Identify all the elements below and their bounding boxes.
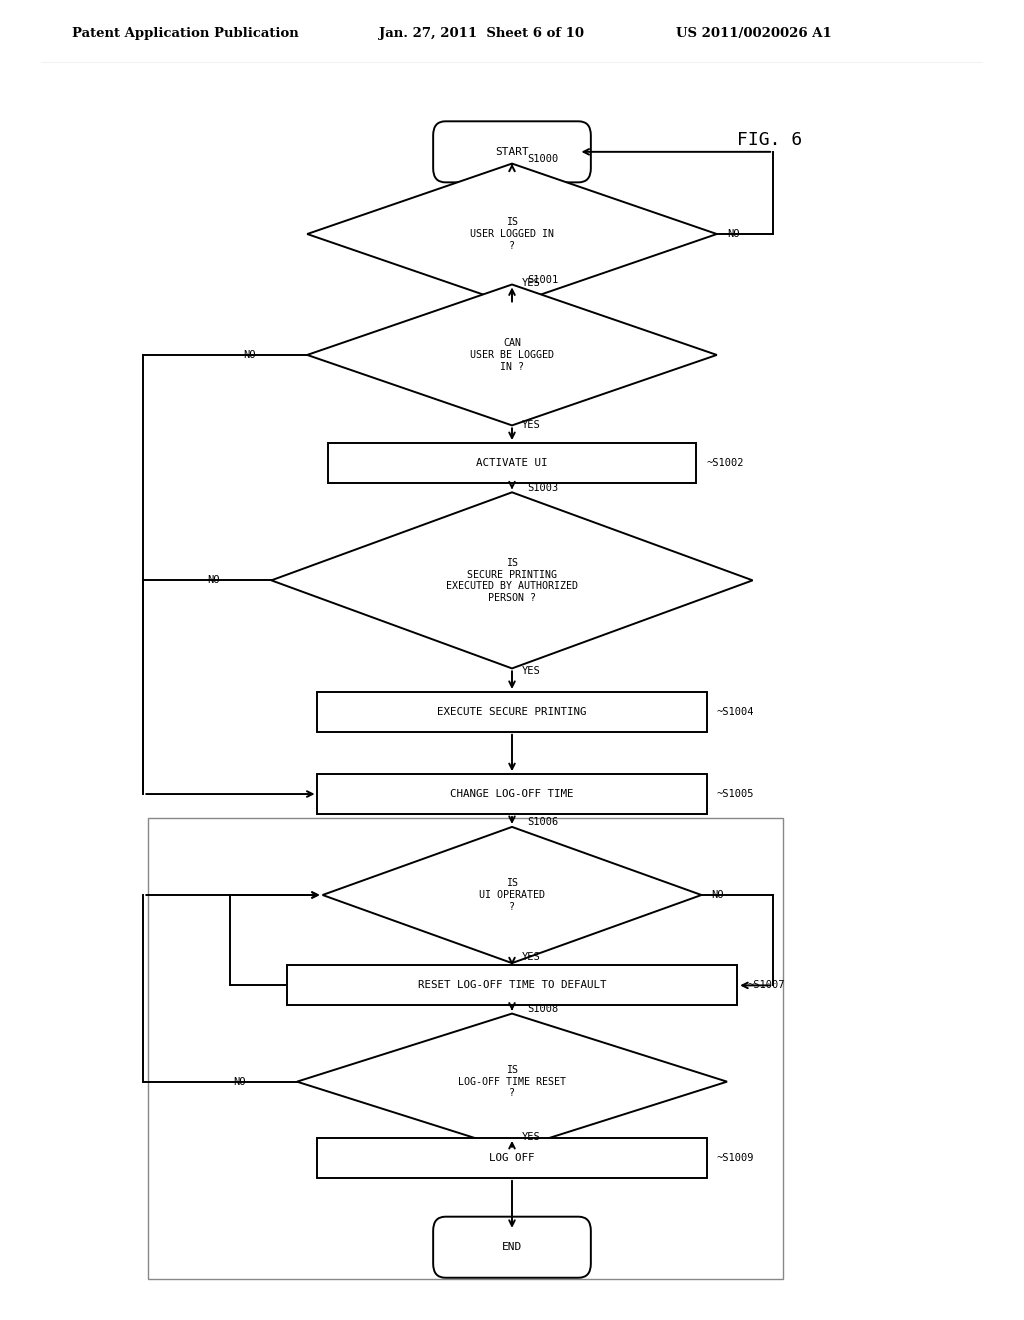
Text: Patent Application Publication: Patent Application Publication [72,26,298,40]
Text: NO: NO [233,1077,246,1086]
Text: START: START [496,147,528,157]
Text: S1003: S1003 [527,483,559,492]
Bar [148,817,783,1279]
Polygon shape [297,1014,727,1150]
Polygon shape [271,492,753,668]
Text: CHANGE LOG-OFF TIME: CHANGE LOG-OFF TIME [451,789,573,799]
Text: S1000: S1000 [527,154,559,164]
Text: YES: YES [522,277,541,288]
Polygon shape [307,285,717,425]
Text: Jan. 27, 2011  Sheet 6 of 10: Jan. 27, 2011 Sheet 6 of 10 [379,26,584,40]
Text: END: END [502,1242,522,1253]
Text: NO: NO [244,350,256,360]
Text: ~S1007: ~S1007 [748,981,785,990]
Text: NO: NO [712,890,724,900]
Text: US 2011/0020026 A1: US 2011/0020026 A1 [676,26,831,40]
Polygon shape [323,826,701,964]
Bar [287,965,737,1006]
Text: CAN
USER BE LOGGED
IN ?: CAN USER BE LOGGED IN ? [470,338,554,371]
Bar [328,444,696,483]
Text: ~S1005: ~S1005 [717,789,755,799]
Text: EXECUTE SECURE PRINTING: EXECUTE SECURE PRINTING [437,706,587,717]
Text: NO: NO [208,576,220,585]
Text: IS
LOG-OFF TIME RESET
?: IS LOG-OFF TIME RESET ? [458,1065,566,1098]
Bar [317,774,707,814]
Text: S1001: S1001 [527,275,559,285]
Polygon shape [307,164,717,305]
Bar [317,692,707,731]
Text: YES: YES [522,1131,541,1142]
Text: FIG. 6: FIG. 6 [737,131,803,149]
Bar [317,1138,707,1177]
Text: S1008: S1008 [527,1005,559,1014]
Text: ~S1002: ~S1002 [707,458,744,469]
Text: RESET LOG-OFF TIME TO DEFAULT: RESET LOG-OFF TIME TO DEFAULT [418,981,606,990]
Text: NO: NO [727,228,739,239]
Text: YES: YES [522,420,541,430]
FancyBboxPatch shape [433,1217,591,1278]
Text: IS
SECURE PRINTING
EXECUTED BY AUTHORIZED
PERSON ?: IS SECURE PRINTING EXECUTED BY AUTHORIZE… [446,558,578,603]
Text: YES: YES [522,665,541,676]
Text: IS
USER LOGGED IN
?: IS USER LOGGED IN ? [470,218,554,251]
Text: ~S1004: ~S1004 [717,706,755,717]
Text: S1006: S1006 [527,817,559,828]
Text: ~S1009: ~S1009 [717,1152,755,1163]
Text: YES: YES [522,952,541,962]
Text: ACTIVATE UI: ACTIVATE UI [476,458,548,469]
Text: LOG OFF: LOG OFF [489,1152,535,1163]
FancyBboxPatch shape [433,121,591,182]
Text: IS
UI OPERATED
?: IS UI OPERATED ? [479,878,545,912]
